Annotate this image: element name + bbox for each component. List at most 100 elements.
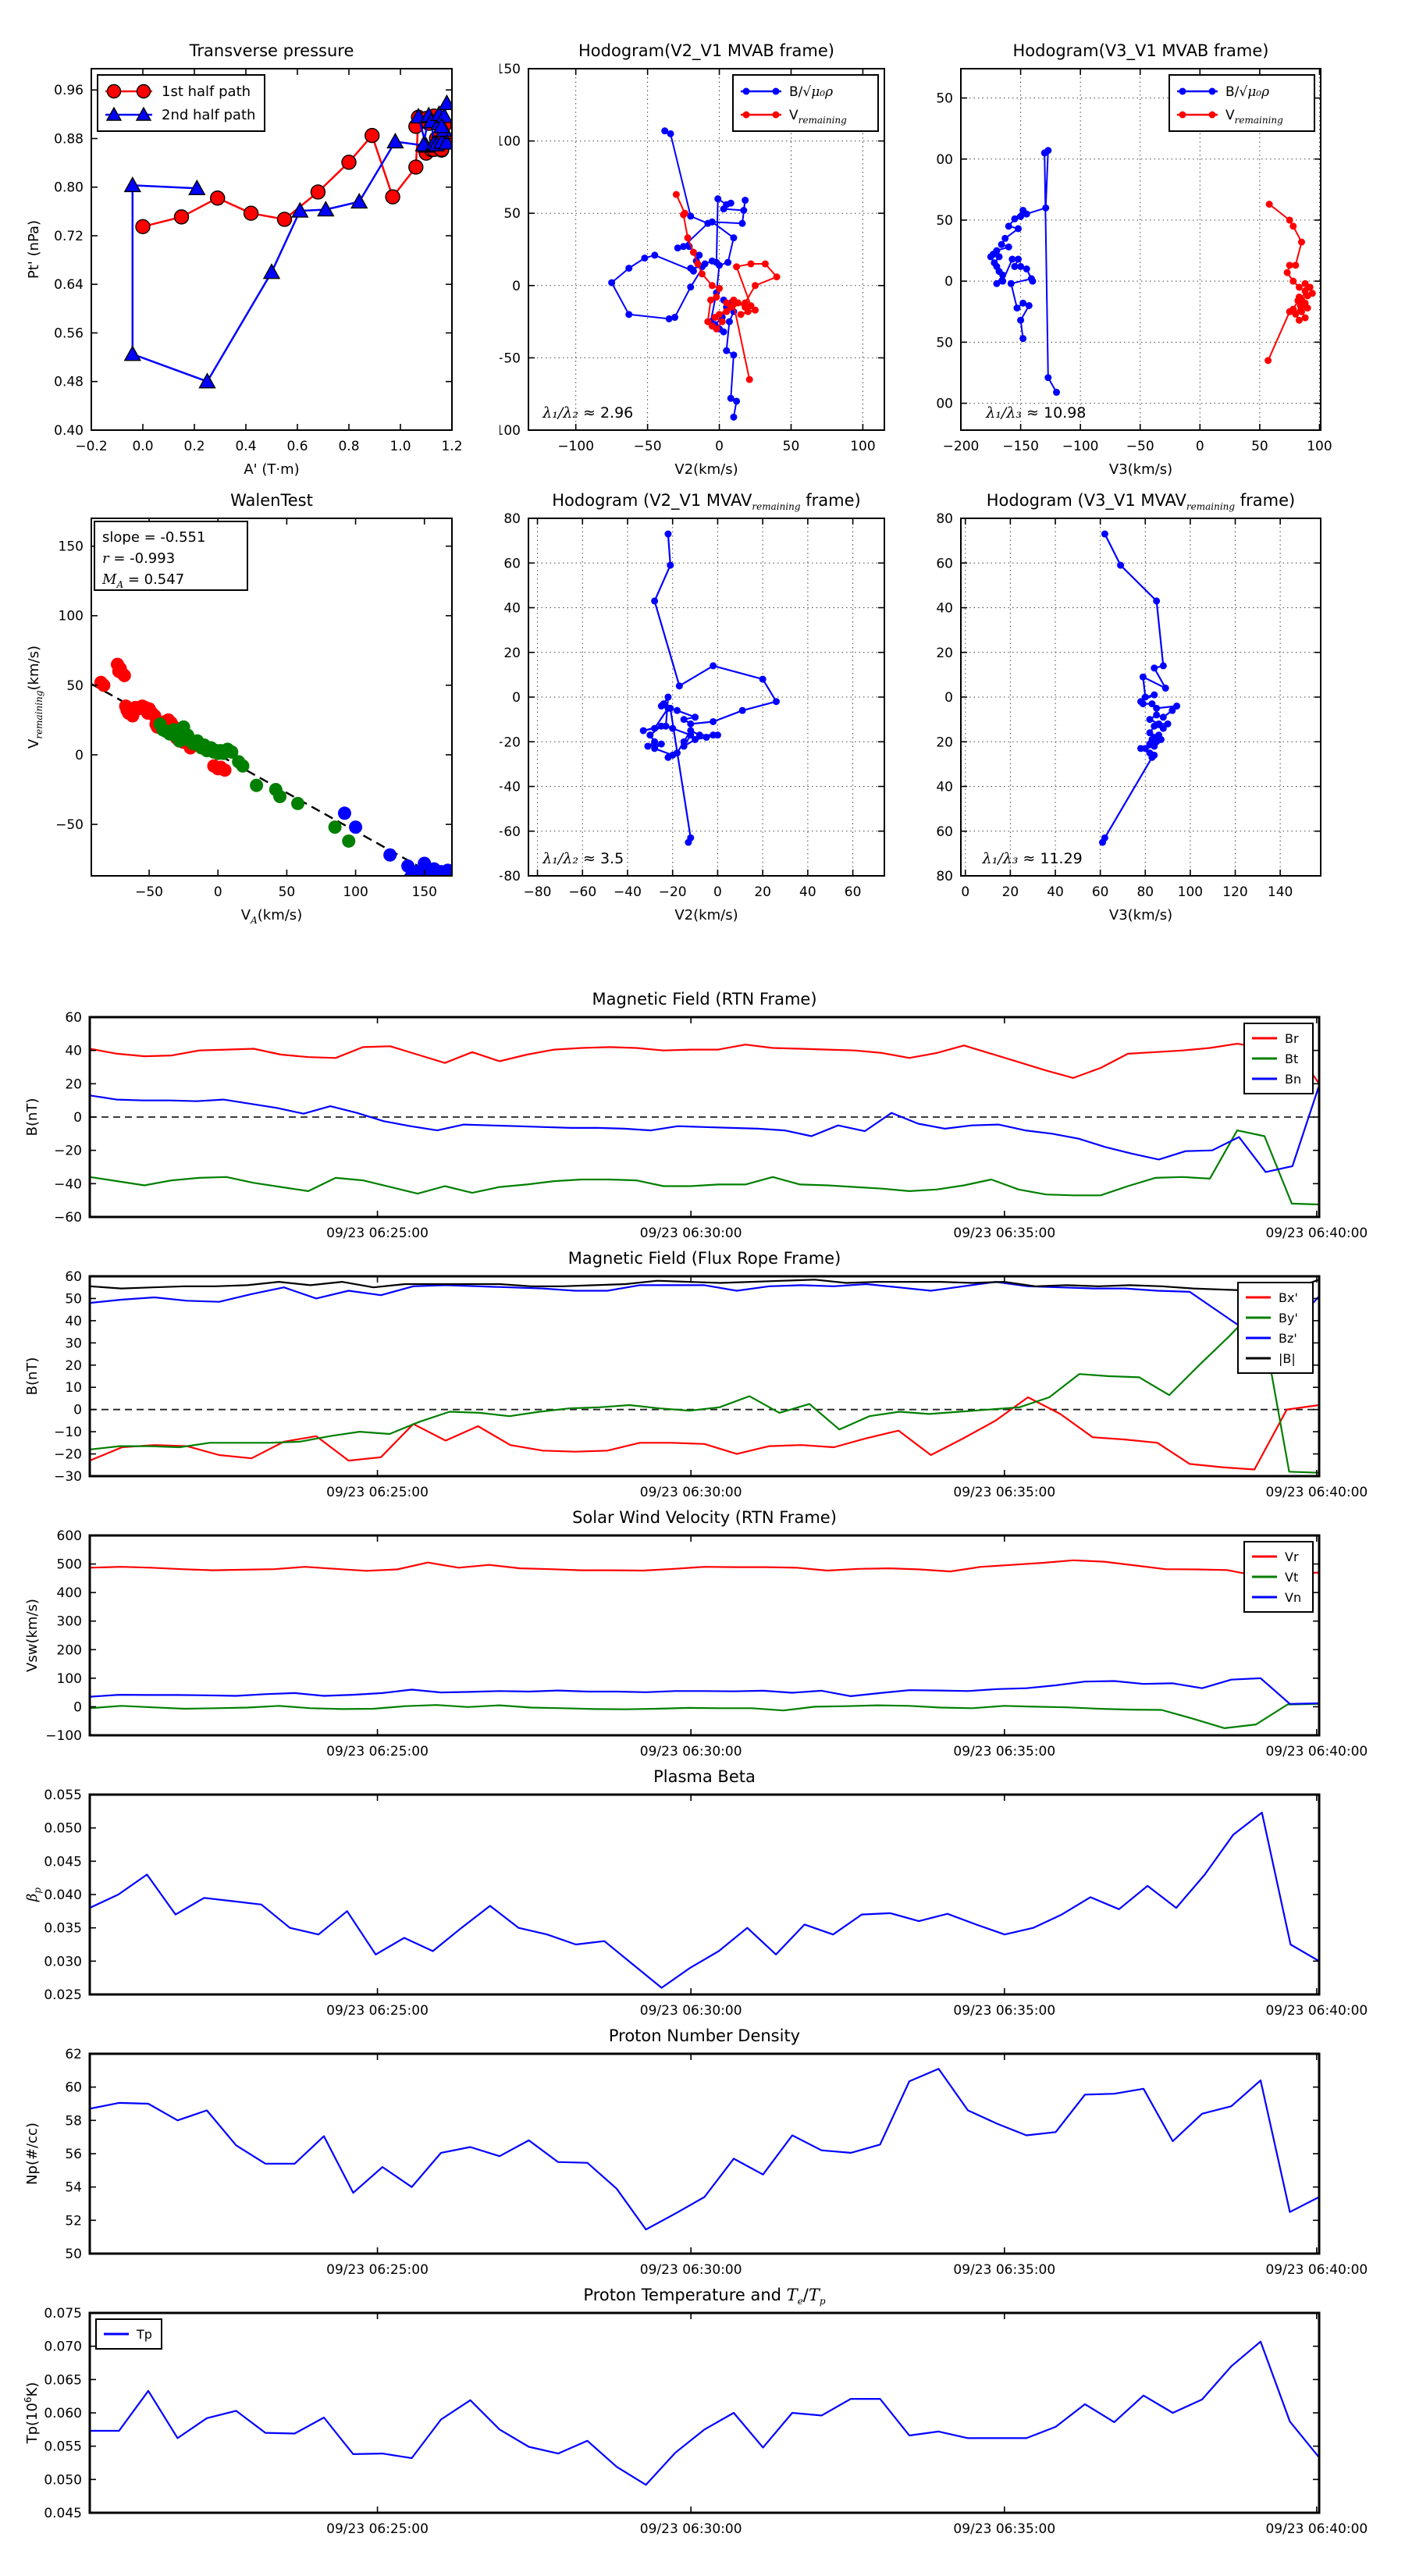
plot-hodogram-v2v1-mvav-canvas: −80 −60 −40 −20 0 20 40 60 −80 −60 −40 −20 0 20 40 60 80…	[500, 491, 885, 923]
x-tick-label: −80	[524, 884, 552, 900]
y-tick-label: 20	[937, 646, 953, 661]
plot-magnetic-field-rtn-canvas: 09/23 06:25:00 09/23 06:30:00 09/23 06:35:…	[24, 990, 1368, 1239]
y-tick-label: 40	[65, 1314, 82, 1329]
y-tick-label: 50	[66, 678, 84, 694]
stats-box: slope = -0.551 r = -0.993 MA = 0.547	[94, 521, 248, 591]
plot-title: WalenTest	[230, 491, 313, 510]
legend-label: By'	[1279, 1311, 1298, 1325]
y-tick-label: 50	[65, 1291, 82, 1307]
x-tick-label: 0.0	[132, 439, 153, 454]
legend-label: Vn	[1285, 1590, 1301, 1605]
plot-proton-temperature: 09/23 06:25:00 09/23 06:30:00 09/23 06:35:…	[0, 2275, 1405, 2535]
x-tick-label: 80	[1136, 884, 1154, 900]
y-tick-label: 62	[65, 2047, 82, 2062]
x-axis-label: V2(km/s)	[674, 907, 738, 923]
x-tick-label: 100	[1307, 439, 1332, 454]
y-tick-label: 40	[937, 601, 953, 617]
x-tick-label: 09/23 06:40:00	[1265, 2521, 1368, 2535]
plot-title: Magnetic Field (RTN Frame)	[592, 990, 816, 1009]
y-tick-label: 0	[73, 1699, 82, 1715]
y-tick-label: 80	[937, 511, 953, 527]
x-tick-label: 0	[713, 884, 722, 900]
series-middle-points	[153, 717, 356, 848]
series-B-magnitude	[90, 1279, 1319, 1292]
plot-title: Hodogram(V3_V1 MVAB frame)	[1013, 41, 1269, 61]
y-tick-label: −100	[937, 397, 953, 412]
legend: Tp	[95, 2318, 162, 2350]
plot-walen-test: −50 0 50 100 150 −50 0 50 100 150 WalenTest VA(km/s…	[0, 468, 500, 937]
axes-frame	[528, 68, 885, 431]
series-Tp	[90, 2340, 1319, 2486]
plot-solar-wind-velocity-canvas: 09/23 06:25:00 09/23 06:30:00 09/23 06:35:…	[24, 1508, 1368, 1757]
y-axis-label: Pt' (nPa)	[26, 220, 42, 279]
series-Bx-prime	[90, 1396, 1319, 1471]
legend-label: 1st half path	[162, 84, 251, 100]
series-beta-p	[90, 1811, 1319, 1989]
x-tick-label: 09/23 06:25:00	[326, 2262, 429, 2275]
y-tick-label: 0.80	[54, 180, 84, 196]
x-tick-label: 09/23 06:25:00	[326, 2003, 429, 2016]
y-tick-label: −80	[500, 869, 521, 884]
x-tick-label: 0.2	[183, 439, 205, 454]
y-tick-label: 0.48	[54, 375, 84, 390]
plot-hodogram-v2v1-mvav: −80 −60 −40 −20 0 20 40 60 −80 −60 −40 −20 0 20 40 60 80…	[500, 468, 937, 937]
x-tick-label: 0	[961, 884, 969, 900]
y-tick-label: 500	[57, 1557, 82, 1573]
x-tick-label: 09/23 06:30:00	[640, 1485, 742, 1498]
legend-label: Bn	[1285, 1072, 1301, 1087]
stats-line: r = -0.993	[102, 550, 175, 567]
y-tick-label: −20	[500, 735, 521, 750]
y-tick-label: 0	[944, 690, 953, 706]
stats-line: MA = 0.547	[101, 571, 184, 590]
y-tick-label: 0.40	[54, 423, 84, 439]
y-tick-label: 0.045	[44, 2506, 82, 2521]
x-tick-label: 100	[343, 884, 368, 900]
y-axis-label: Vremaining(km/s)	[26, 646, 44, 749]
series-group	[1099, 530, 1181, 846]
legend: Vr Vt Vn	[1243, 1541, 1314, 1613]
plot-hodogram-v2v1-mvab-canvas: −100 −50 0 50 100 −100 −50 0 50 100 150 Hodogram(V2…	[500, 41, 885, 478]
legend-label: 2nd half path	[162, 107, 255, 123]
y-axis-label: B(nT)	[24, 1098, 41, 1137]
y-tick-label: −100	[500, 423, 521, 439]
legend: Bx' By' Bz' |B|	[1237, 1282, 1314, 1374]
y-tick-label: 0.040	[44, 1888, 82, 1903]
y-tick-label: −60	[937, 824, 953, 840]
x-tick-label: 1.0	[389, 439, 411, 454]
y-tick-label: 0.030	[44, 1954, 82, 1969]
x-tick-label: 20	[754, 884, 771, 900]
plot-walen-test-canvas: −50 0 50 100 150 −50 0 50 100 150 WalenTest VA(km/s…	[26, 491, 453, 926]
ticks	[90, 1794, 1319, 1995]
y-tick-label: 0.060	[44, 2406, 82, 2421]
series-group	[90, 2068, 1319, 2231]
y-tick-label: 0.050	[44, 1821, 82, 1837]
series-group	[90, 1042, 1319, 1206]
y-tick-label: 0	[75, 748, 84, 763]
ticks	[90, 1016, 1319, 1218]
axes-frame	[88, 1275, 1321, 1478]
x-tick-label: 20	[1002, 884, 1019, 900]
y-tick-label: 58	[65, 2113, 82, 2129]
y-tick-label: 0.075	[44, 2306, 82, 2322]
plot-transverse-pressure: −0.2 0.0 0.2 0.4 0.6 0.8 1.0 1.2 0.40 0.48 0.56 0.6…	[0, 0, 500, 500]
y-tick-label: 0.065	[44, 2372, 82, 2388]
series-Bz-prime	[90, 1280, 1319, 1337]
y-tick-label: 20	[65, 1076, 82, 1092]
ticks	[90, 2312, 1319, 2514]
y-tick-label: 50	[65, 2247, 82, 2262]
y-tick-label: 0.56	[54, 326, 84, 341]
legend-label: Bz'	[1279, 1331, 1297, 1346]
y-tick-label: 0.72	[54, 229, 84, 244]
legend-label: Br	[1285, 1031, 1299, 1046]
x-tick-label: 50	[279, 884, 296, 900]
y-tick-label: 0.035	[44, 1921, 82, 1937]
x-tick-label: 0.4	[235, 439, 256, 454]
legend-label: Vt	[1285, 1570, 1298, 1585]
y-tick-label: 0.070	[44, 2339, 82, 2355]
x-tick-label: 100	[1178, 884, 1203, 900]
y-tick-label: 50	[937, 213, 953, 229]
y-axis-label: B(nT)	[24, 1357, 41, 1396]
plot-title: Magnetic Field (Flux Rope Frame)	[568, 1249, 841, 1268]
y-tick-label: 60	[937, 556, 953, 571]
